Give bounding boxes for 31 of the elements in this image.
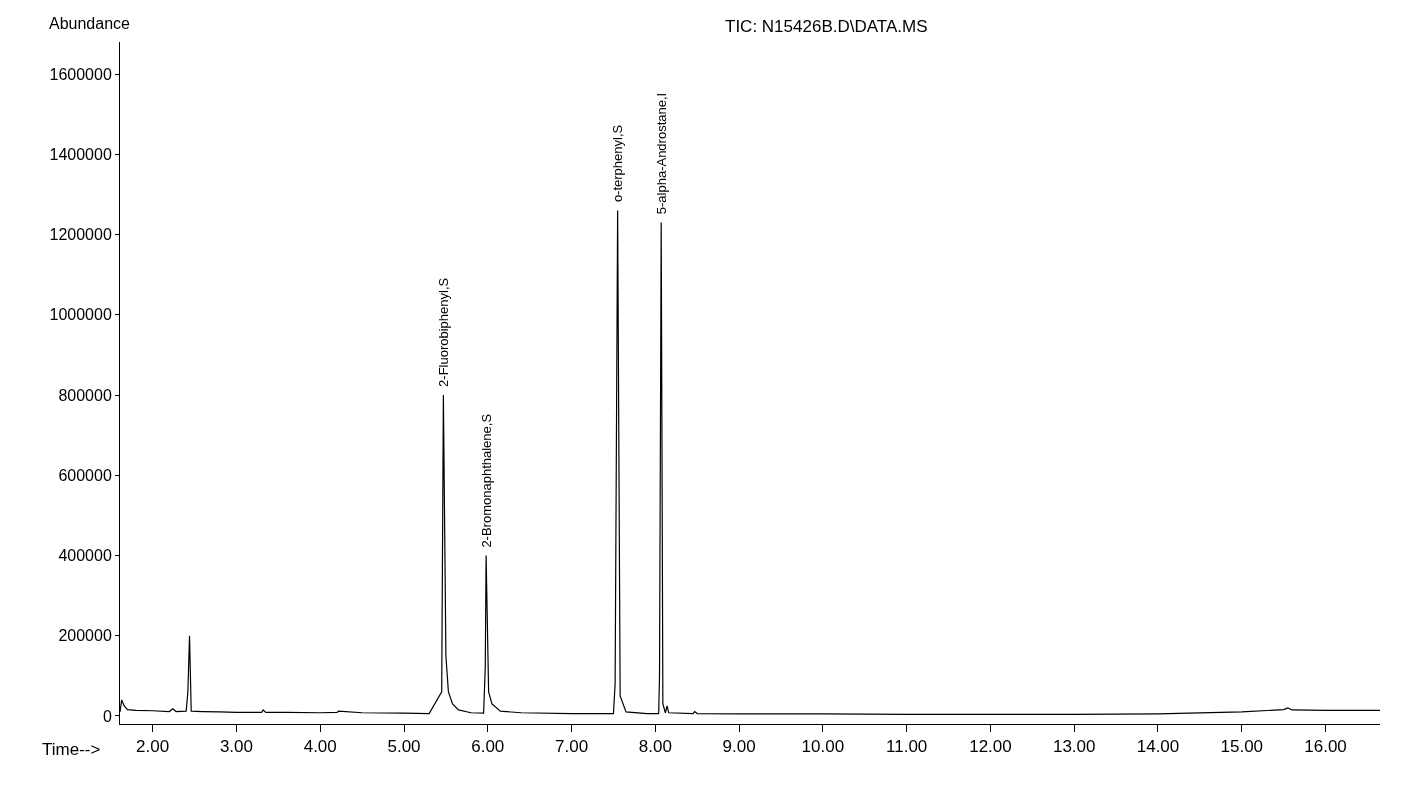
- annotation: 2-Bromonaphthalene,S: [478, 413, 494, 548]
- x-tick-label: 13.00: [1052, 737, 1096, 757]
- x-tick-label: 14.00: [1136, 737, 1180, 757]
- x-tick-label: 6.00: [471, 737, 505, 757]
- y-tick-label: 1600000: [49, 65, 112, 83]
- y-tick-label: 200000: [58, 627, 112, 645]
- x-tick-label: 11.00: [886, 737, 928, 757]
- annotation: 5-alpha-Androstane,I: [654, 92, 670, 215]
- y-tick-label: 1200000: [49, 226, 112, 244]
- x-tick-label: 2.00: [136, 737, 170, 757]
- x-tick-label: 16.00: [1304, 737, 1347, 757]
- y-axis-title: Abundance: [49, 15, 131, 32]
- chart-title: TIC: N15426B.D\DATA.MS: [725, 17, 928, 36]
- x-tick-label: 8.00: [638, 737, 672, 757]
- x-tick-label: 12.00: [969, 737, 1012, 757]
- x-tick-label: 3.00: [219, 737, 253, 757]
- x-tick-label: 10.00: [801, 737, 845, 757]
- annotation: 2-Fluorobiphenyl,S: [435, 277, 451, 387]
- y-tick-label: 800000: [58, 386, 112, 404]
- x-tick-label: 15.00: [1220, 737, 1264, 757]
- y-tick-label: 1400000: [49, 145, 112, 163]
- y-tick-label: 1000000: [49, 306, 112, 324]
- x-axis-title: Time-->: [42, 740, 101, 759]
- x-tick-label: 9.00: [722, 737, 756, 757]
- x-tick-label: 7.00: [555, 737, 589, 757]
- annotation: o-terphenyl,S: [610, 124, 626, 203]
- y-tick-label: 400000: [58, 547, 112, 565]
- y-tick-label: 600000: [58, 466, 112, 484]
- x-tick-label: 4.00: [303, 737, 337, 757]
- x-tick-label: 5.00: [387, 737, 421, 757]
- y-tick-label: 0: [102, 707, 112, 725]
